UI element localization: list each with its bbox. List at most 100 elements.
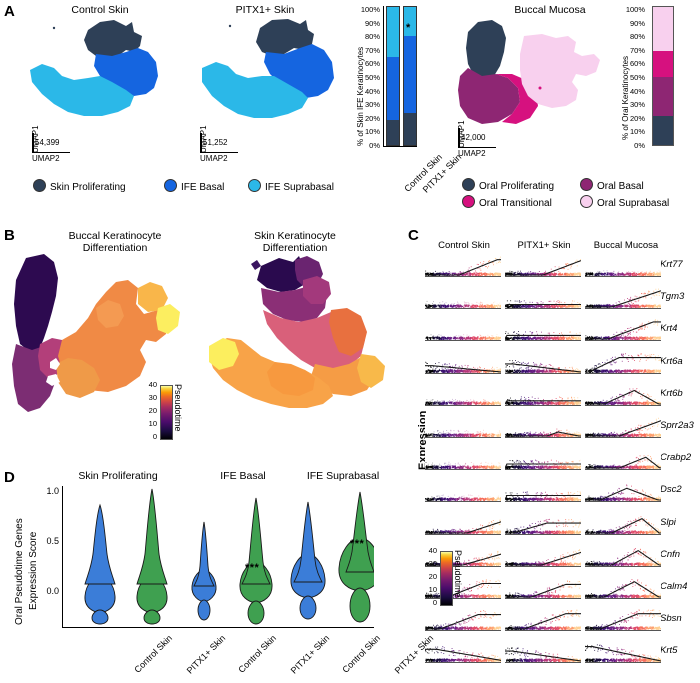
cbar-tick-panelc: 30 [428, 559, 437, 568]
panelc-expression-plot[interactable] [425, 478, 501, 505]
panelc-expression-plot[interactable] [425, 317, 501, 344]
panelc-expression-plot[interactable] [425, 446, 501, 473]
panelc-gene-label: Sbsn [660, 613, 682, 625]
legend-oral-basal: Oral Basal [580, 178, 644, 192]
panel-d-letter: D [4, 469, 15, 486]
panelc-expression-plot[interactable] [585, 414, 661, 440]
panel-c-letter: C [408, 227, 419, 244]
panelc-expression-plot[interactable] [585, 253, 661, 279]
ytick: 50% [629, 73, 645, 82]
legend-label-oral-proliferating: Oral Proliferating [479, 181, 555, 192]
panelc-expression-plot[interactable] [505, 575, 581, 601]
panelc-gene-label: Sprr2a3 [660, 420, 694, 431]
pseudotime-colorbar-panelb [160, 385, 173, 440]
panelc-expression-plot[interactable] [425, 414, 501, 440]
panelc-expression-plot[interactable] [585, 639, 661, 666]
panelc-expression-plot[interactable] [585, 381, 661, 408]
panelc-col-header-pitx1-skin: PITX1+ Skin [517, 240, 571, 251]
panelc-expression-plot[interactable] [425, 607, 501, 634]
legend-swatch-ife-suprabasal [248, 179, 261, 192]
umap-title-control-skin: Control Skin [71, 4, 129, 16]
legend-label-oral-suprabasal: Oral Suprabasal [597, 198, 670, 209]
panel-d-group-ife-basal: IFE Basal [220, 470, 266, 482]
panelc-expression-plot[interactable] [585, 478, 661, 505]
skin-bar-significance: * [406, 22, 411, 34]
panelc-expression-plot[interactable] [425, 639, 501, 666]
panel-d-xaxis [62, 627, 374, 629]
panelc-gene-label: Krt6b [660, 387, 683, 399]
panelc-expression-plot[interactable] [505, 607, 581, 634]
bar-seg-ife-suprabasal [404, 7, 416, 36]
ytick: 30% [629, 100, 645, 110]
panelc-expression-plot[interactable] [505, 349, 581, 376]
bar-seg-oral-basal [653, 77, 673, 116]
pseudotime-umap-skin [209, 256, 385, 408]
ytick: 20% [629, 113, 645, 123]
legend-swatch-oral-proliferating [462, 178, 475, 191]
panelc-expression-plot[interactable] [585, 317, 661, 344]
panel-a-letter: A [4, 3, 15, 20]
bar-control-skin[interactable] [386, 6, 400, 146]
umap-xlabel-buccal-mucosa: UMAP2 [458, 149, 486, 158]
panelc-expression-plot[interactable] [585, 446, 661, 473]
ytick: 70% [364, 45, 380, 55]
panelc-expression-plot[interactable] [505, 253, 581, 279]
legend-skin-proliferating: Skin Proliferating [33, 179, 126, 193]
ytick: 30% [364, 100, 380, 110]
legend-label-ife-basal: IFE Basal [181, 182, 225, 193]
legend-oral-proliferating: Oral Proliferating [462, 178, 554, 192]
umap-xlabel-pitx1-skin: UMAP2 [200, 154, 228, 163]
bar-pitx1-skin[interactable] [403, 6, 417, 146]
panelc-expression-plot[interactable] [505, 639, 581, 666]
panelc-expression-plot[interactable] [585, 607, 661, 634]
ytick: 0% [369, 141, 380, 150]
panel-d-xlabel-0: Control Skin [132, 633, 175, 675]
pseudotime-umap-buccal [12, 254, 180, 412]
bar-seg-ife-basal [387, 56, 399, 121]
panelc-expression-plot[interactable] [505, 285, 581, 312]
ytick: 50% [364, 73, 380, 82]
panelc-expression-plot[interactable] [585, 285, 661, 312]
cbar-tick-panelc: 10 [428, 585, 437, 594]
panelc-expression-plot[interactable] [505, 542, 581, 569]
pseudotime-colorbar-label-panelb: Pseudotime [173, 384, 183, 432]
panelc-expression-plot[interactable] [505, 317, 581, 344]
panelc-expression-plot[interactable] [585, 510, 661, 537]
legend-ife-suprabasal: IFE Suprabasal [248, 179, 334, 193]
panelc-expression-plot[interactable] [425, 575, 501, 601]
cbar-tick-panelb: 20 [148, 406, 157, 415]
panel-b-letter: B [4, 227, 15, 244]
pseudotime-colorbar-label-panelc: Pseudotime [453, 550, 463, 598]
ytick: 100% [360, 5, 380, 14]
panelc-expression-plot[interactable] [505, 510, 581, 537]
panelc-expression-plot[interactable] [505, 414, 581, 440]
bar-buccal-mucosa[interactable] [652, 6, 674, 146]
pseudotime-title-buccal-line1: Buccal Keratinocyte [68, 230, 162, 242]
legend-swatch-oral-basal [580, 178, 593, 191]
ytick: 80% [364, 32, 380, 42]
panelc-gene-label: Krt5 [660, 645, 678, 657]
panelc-expression-plot[interactable] [425, 510, 501, 537]
panelc-expression-plot[interactable] [425, 349, 501, 376]
panelc-expression-plot[interactable] [585, 349, 661, 376]
panelc-expression-plot[interactable] [505, 446, 581, 473]
panelc-expression-plot[interactable] [425, 542, 501, 569]
ytick: 0% [634, 141, 645, 150]
panelc-gene-label: Dsc2 [660, 484, 682, 496]
legend-swatch-oral-suprabasal [580, 195, 593, 208]
ytick: 90% [629, 18, 645, 28]
panelc-gene-label: Tgm3 [660, 291, 685, 303]
panelc-expression-plot[interactable] [585, 575, 661, 601]
cbar-tick-panelb: 10 [148, 419, 157, 428]
panelc-expression-plot[interactable] [425, 381, 501, 408]
panelc-expression-plot[interactable] [425, 285, 501, 312]
panelc-expression-plot[interactable] [505, 381, 581, 408]
panelc-expression-plot[interactable] [505, 478, 581, 505]
bar-seg-ife-suprabasal [387, 7, 399, 57]
panelc-col-header-buccal-mucosa: Buccal Mucosa [593, 240, 659, 251]
skin-bar-yticks: 100% 90% 80% 70% 60% 50% 40% 30% 20% 10%… [358, 6, 380, 150]
panel-d-xlabel-2: Control Skin [236, 633, 279, 675]
panelc-expression-plot[interactable] [585, 542, 661, 569]
panelc-expression-plot[interactable] [425, 253, 501, 279]
legend-label-skin-proliferating: Skin Proliferating [50, 182, 126, 193]
